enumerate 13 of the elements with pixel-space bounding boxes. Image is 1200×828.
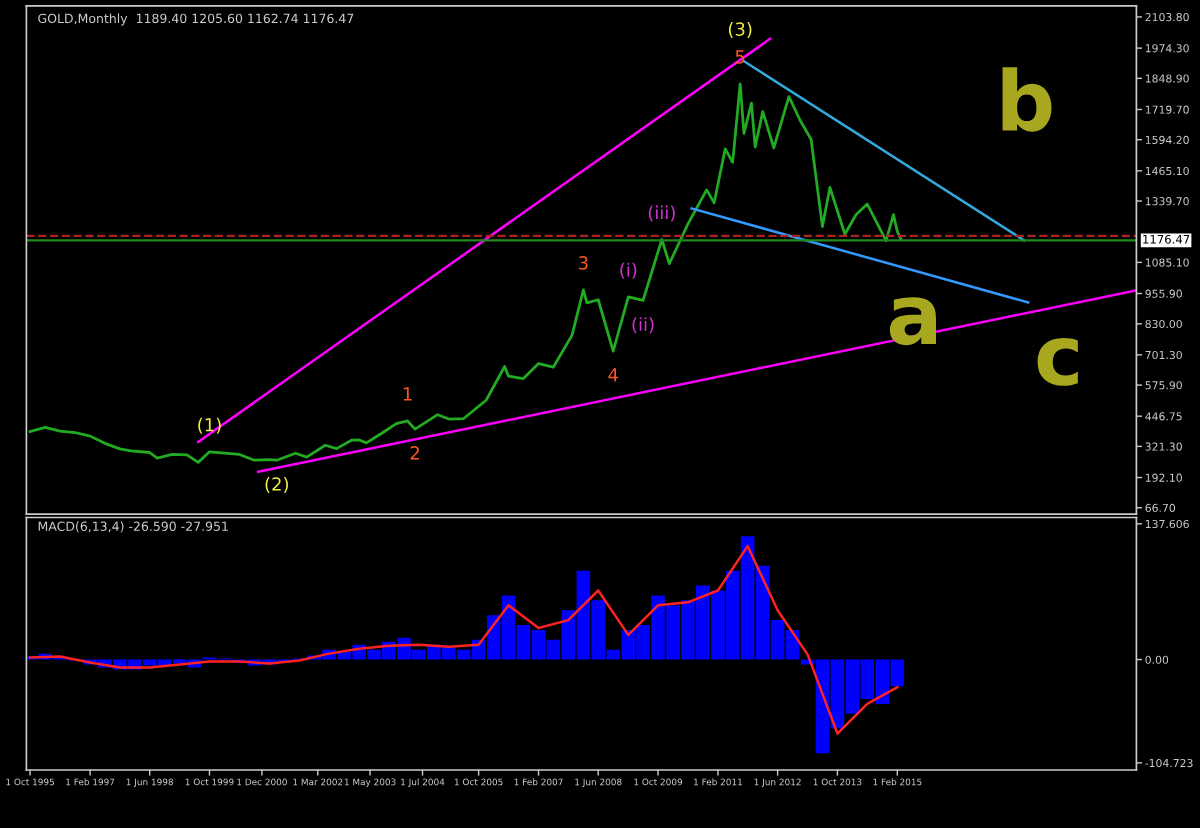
annotation: 2 [410,446,419,460]
annotation: (i) [620,262,637,279]
annotation: (3) [728,21,752,39]
annotation: 1 [403,387,412,401]
annotation: b [1002,67,1052,132]
annotation: (2) [265,476,288,493]
annotation: (ii) [632,317,654,334]
annotation: a [889,297,936,346]
annotation: (iii) [648,205,675,222]
annotation: (1) [198,417,221,434]
annotation: 4 [608,368,618,382]
annotation: c [1037,338,1078,386]
annotation: 3 [579,256,588,270]
